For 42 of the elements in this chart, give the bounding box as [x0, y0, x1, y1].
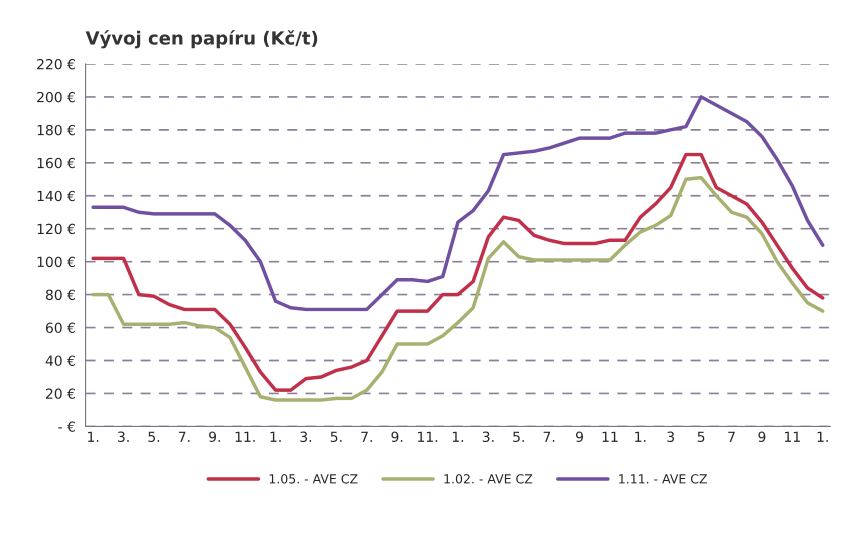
x-tick-label: 5.: [513, 432, 524, 442]
y-tick-label: 40 €: [46, 355, 75, 366]
y-tick-label: 20 €: [46, 388, 75, 399]
x-tick-label: 1.: [88, 432, 98, 442]
y-tick-label: 180 €: [38, 124, 75, 136]
y-tick-label: 140 €: [38, 190, 75, 202]
line-series: [91, 95, 824, 312]
chart-title: Vývoj cen papíru (Kč/t): [86, 30, 318, 48]
legend-label: 1.05. - AVE CZ: [270, 474, 358, 484]
x-tick-label: 1.: [270, 432, 281, 442]
legend-label: 1.11. - AVE CZ: [619, 474, 707, 484]
y-tick-label: - €: [58, 421, 75, 432]
x-tick-label: 5: [698, 432, 704, 442]
y-tick-label: 200 €: [37, 92, 75, 102]
y-tick-label: 120 €: [38, 224, 75, 234]
y-tick-label: 60 €: [46, 322, 75, 334]
y-tick-label: 160 €: [38, 158, 75, 168]
x-tick-label: 5.: [148, 432, 160, 442]
x-tick-label: 7.: [178, 432, 190, 442]
x-tick-label: 7.: [361, 432, 372, 442]
x-tick-label: 7: [728, 432, 735, 442]
x-tick-label: 11: [602, 432, 618, 442]
x-tick-label: 5.: [330, 432, 342, 442]
x-tick-label: 9.: [209, 432, 220, 442]
y-tick-label: 220 €: [37, 58, 75, 70]
y-tick-label: 100 €: [38, 256, 75, 268]
x-tick-label: 11.: [236, 432, 255, 442]
x-tick-label: 1.: [818, 432, 828, 442]
x-tick-label: 11: [785, 432, 800, 442]
x-tick-label: 1.: [452, 432, 464, 442]
x-tick-label: 3.: [482, 432, 494, 442]
x-tick-label: 3.: [118, 432, 129, 442]
x-tick-label: 1.: [635, 432, 646, 442]
x-tick-label: 7.: [544, 432, 554, 442]
x-tick-label: 11.: [418, 432, 438, 442]
x-tick-label: 9: [576, 432, 583, 442]
x-tick-label: 3.: [300, 432, 312, 442]
x-tick-label: 9: [758, 432, 766, 442]
x-tick-label: 3: [667, 432, 674, 442]
x-tick-label: 9.: [391, 432, 402, 442]
y-tick-label: 80 €: [46, 290, 75, 300]
legend-label: 1.02. - AVE CZ: [444, 474, 532, 484]
